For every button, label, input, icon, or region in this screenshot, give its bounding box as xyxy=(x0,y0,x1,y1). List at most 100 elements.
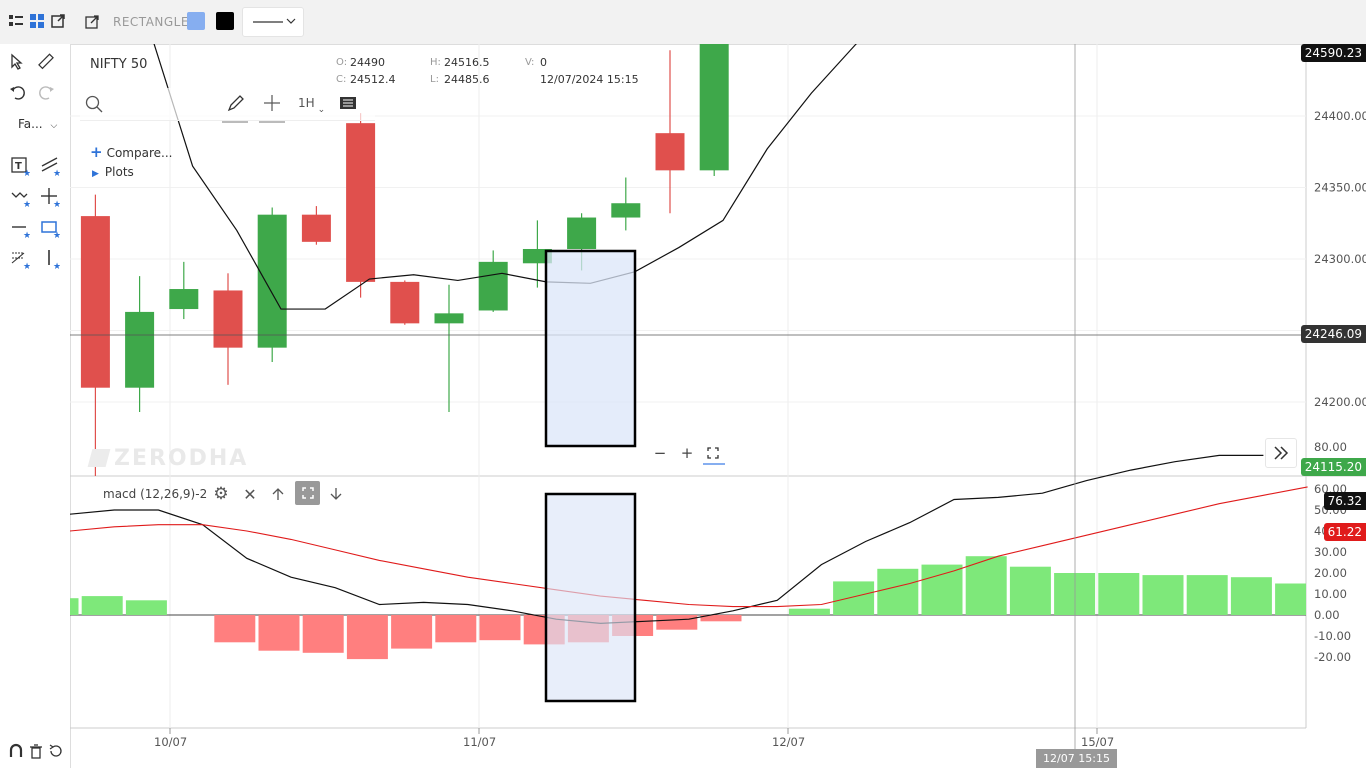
vertical-line-icon[interactable]: ★ xyxy=(40,249,60,269)
histogram-bar-up xyxy=(1275,583,1306,615)
compare-label: Compare... xyxy=(106,146,173,160)
macd-tick-label: 20.00 xyxy=(1314,566,1347,580)
svg-text:T: T xyxy=(15,161,22,172)
zigzag-icon[interactable]: ★ xyxy=(10,187,30,207)
line-style-dropdown[interactable] xyxy=(242,7,304,37)
svg-text:★: ★ xyxy=(53,169,60,176)
price-tick-label: 24300.00 xyxy=(1314,252,1366,266)
plots-toggle[interactable]: ▶ Plots xyxy=(92,165,134,179)
histogram-bar-down xyxy=(656,615,698,630)
rectangle-tool-icon[interactable]: ★ xyxy=(40,218,60,238)
svg-text:★: ★ xyxy=(23,169,30,176)
time-axis: 10/07 11/07 12/07 15/07 xyxy=(154,728,1114,749)
histogram-bar-up xyxy=(833,581,875,615)
ohlc-readout: O: 24490 H: 24516.5 V: 0 C: 24512.4 L: 2… xyxy=(336,56,656,92)
parallel-lines-icon[interactable]: ★ xyxy=(40,156,60,176)
histogram-bar-down xyxy=(391,615,433,649)
top-toolbar: RECTANGLE: xyxy=(0,0,1366,45)
histogram-bar-up xyxy=(81,596,123,615)
price-tag-top: 24590.23 xyxy=(1300,44,1366,62)
symbol-name[interactable]: NIFTY 50 xyxy=(90,57,148,72)
watermark-logo-icon xyxy=(87,449,111,467)
fit-underline xyxy=(703,463,725,465)
open-key: O: xyxy=(336,57,348,68)
move-up-icon[interactable] xyxy=(268,484,288,504)
fill-color-swatch[interactable] xyxy=(187,12,205,30)
cursor-icon[interactable] xyxy=(8,52,28,72)
stroke-color-swatch[interactable] xyxy=(216,12,234,30)
moving-average-line xyxy=(153,44,857,310)
svg-text:★: ★ xyxy=(53,231,60,238)
triangle-right-icon: ▶ xyxy=(92,169,99,179)
search-icon[interactable] xyxy=(84,94,104,114)
svg-text:★: ★ xyxy=(53,200,60,207)
zoom-out-button[interactable]: − xyxy=(653,444,667,462)
histogram-bar-up xyxy=(125,600,167,615)
histogram-bar-up xyxy=(921,564,963,615)
plots-label: Plots xyxy=(104,165,134,179)
candle-body xyxy=(80,216,110,388)
candle-body xyxy=(390,281,420,324)
time-tick-label: 10/07 xyxy=(154,735,187,749)
candle-body xyxy=(301,214,331,242)
ruler-icon[interactable] xyxy=(36,52,56,72)
horizontal-line-icon[interactable]: ★ xyxy=(10,218,30,238)
macd-tick-label: 30.00 xyxy=(1314,545,1347,559)
candle-body xyxy=(434,313,464,324)
studies-icon[interactable] xyxy=(338,93,358,113)
crosshair-tool-icon[interactable]: ★ xyxy=(40,187,60,207)
candle-body xyxy=(257,214,287,348)
svg-text:★: ★ xyxy=(53,262,60,269)
pencil-underline xyxy=(222,121,248,123)
trash-icon[interactable] xyxy=(26,741,46,761)
reset-icon[interactable] xyxy=(46,741,66,761)
chart-area[interactable]: 24400.0024350.0024300.0024250.0024200.00… xyxy=(70,44,1366,768)
high-key: H: xyxy=(430,57,441,68)
histogram-bar-down xyxy=(346,615,388,660)
fit-screen-button[interactable] xyxy=(703,444,723,462)
candle-body xyxy=(567,217,597,249)
compare-button[interactable]: + Compare... xyxy=(90,143,172,161)
crosshair-underline xyxy=(259,121,285,123)
settings-gear-icon[interactable]: ⚙ xyxy=(213,484,229,504)
signal-line xyxy=(70,486,1308,608)
redo-icon[interactable] xyxy=(36,82,56,102)
open-value: 24490 xyxy=(350,56,385,69)
maximize-panel-button[interactable] xyxy=(295,481,320,505)
candle-body xyxy=(213,290,243,348)
candle-body xyxy=(169,289,199,310)
draw-pencil-icon[interactable] xyxy=(226,93,246,113)
close-icon[interactable]: ✕ xyxy=(243,484,257,504)
bar-date: 12/07/2024 15:15 xyxy=(540,73,639,86)
candle-body xyxy=(699,44,729,171)
selection-rectangle-price xyxy=(544,249,637,448)
svg-text:★: ★ xyxy=(23,200,30,207)
low-value: 24485.6 xyxy=(444,73,490,86)
scroll-right-button[interactable] xyxy=(1265,438,1297,468)
time-tick-label: 12/07 xyxy=(772,735,805,749)
high-value: 24516.5 xyxy=(444,56,490,69)
text-tool-icon[interactable]: T ★ xyxy=(10,156,30,176)
font-selector[interactable]: Fa... ⌵ xyxy=(18,117,57,131)
chevron-down-icon: ⌄ xyxy=(317,105,326,115)
fibonacci-icon[interactable]: ★ xyxy=(10,249,30,269)
histogram-bar-up xyxy=(1142,575,1184,615)
volume-value: 0 xyxy=(540,56,547,69)
zoom-controls: − + xyxy=(648,444,728,465)
external-link-icon[interactable] xyxy=(82,12,102,32)
list-view-icon[interactable] xyxy=(6,11,26,31)
magnet-icon[interactable] xyxy=(6,741,26,761)
histogram-bar-up xyxy=(877,568,919,615)
crosshair-icon[interactable] xyxy=(262,93,282,113)
grid-view-icon[interactable] xyxy=(27,11,47,31)
crosshair-date-tag: 12/07 15:15 xyxy=(1036,749,1117,768)
price-tag-crosshair: 24246.09 xyxy=(1300,325,1366,343)
macd-tick-label: 80.00 xyxy=(1314,440,1347,454)
undo-icon[interactable] xyxy=(8,82,28,102)
popout-icon[interactable] xyxy=(48,11,68,31)
price-tick-label: 24200.00 xyxy=(1314,395,1366,409)
zoom-in-button[interactable]: + xyxy=(680,444,694,462)
move-down-icon[interactable] xyxy=(326,484,346,504)
interval-selector[interactable]: 1H ⌄ xyxy=(298,96,325,115)
